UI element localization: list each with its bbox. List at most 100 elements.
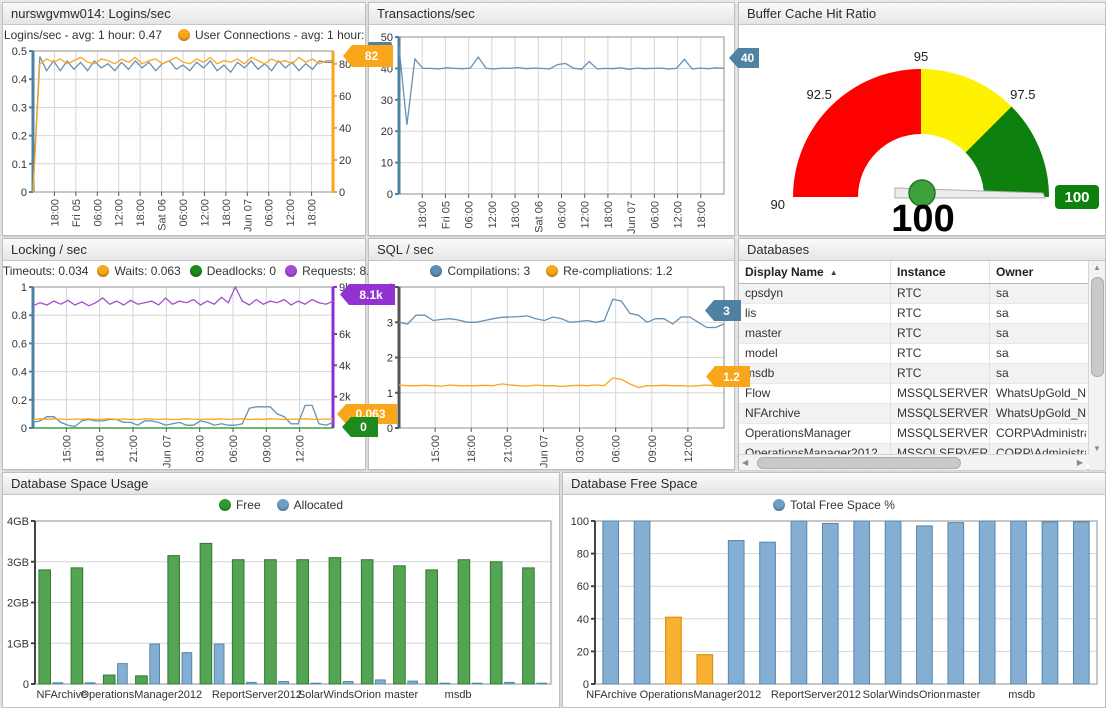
bar-allocated[interactable] [536, 682, 547, 685]
bar-allocated[interactable] [246, 681, 257, 685]
scroll-right-icon[interactable]: ▶ [1076, 458, 1083, 467]
bar-allocated[interactable] [149, 643, 160, 685]
column-header-owner[interactable]: Owner [996, 265, 1034, 279]
table-cell: sa [996, 286, 1009, 300]
scroll-left-icon[interactable]: ◀ [742, 458, 749, 467]
bar-free[interactable] [328, 557, 342, 685]
locking-chart[interactable]: 0 0.2 0.4 0.6 0.8 1 2k 4k 6k 9k 15:00 18:00 21:00 Jun… [3, 281, 365, 470]
svg-text:60: 60 [339, 91, 351, 103]
logins-chart[interactable]: 0 0.1 0.2 0.3 0.4 0.5 0 20 40 60 80 18:00 Fri 05 06:0… [3, 45, 365, 234]
x-label: SolarWindsOrion [298, 689, 381, 701]
legend-item[interactable]: Total Free Space % [773, 498, 895, 512]
vertical-scroll-thumb[interactable] [1091, 277, 1104, 377]
scroll-down-icon[interactable]: ▼ [1093, 444, 1101, 453]
svg-text:40: 40 [339, 123, 351, 135]
panel-locking: Locking / sec Timeouts: 0.034 Waits: 0.06… [0, 238, 382, 470]
space-usage-chart[interactable]: 0 1GB 2GB 3GB 4GB NFArchive OperationsManager2… [3, 515, 559, 706]
bar-normal[interactable] [947, 522, 965, 685]
bar-allocated[interactable] [52, 682, 64, 685]
table-row[interactable]: lis RTC sa [739, 304, 1105, 324]
bar-normal[interactable] [759, 541, 776, 685]
bar-allocated[interactable] [439, 682, 451, 685]
bar-normal[interactable] [790, 520, 808, 685]
bar-free[interactable] [522, 567, 535, 685]
bar-allocated[interactable] [181, 652, 193, 685]
bar-free[interactable] [489, 561, 503, 685]
bar-normal[interactable] [978, 520, 996, 685]
table-row[interactable]: msdb RTC sa [739, 364, 1105, 384]
svg-text:12:00: 12:00 [114, 199, 126, 227]
svg-text:18:00: 18:00 [696, 201, 708, 229]
bar-free[interactable] [231, 559, 245, 685]
scroll-up-icon[interactable]: ▲ [1093, 263, 1101, 272]
x-label: NFArchive [36, 689, 87, 701]
bar-normal[interactable] [727, 540, 745, 685]
bar-free[interactable] [264, 559, 277, 685]
bar-free[interactable] [457, 559, 471, 685]
legend-item[interactable]: Requests: 8.1k [285, 264, 382, 278]
bar-warning[interactable] [696, 654, 714, 685]
bar-normal[interactable] [1041, 521, 1059, 685]
bar-free[interactable] [70, 567, 84, 685]
table-row[interactable]: master RTC sa [739, 324, 1105, 344]
bar-free[interactable] [199, 542, 213, 685]
bar-normal[interactable] [884, 520, 902, 685]
horizontal-scrollbar[interactable]: ◀ ▶ [739, 454, 1087, 470]
free-space-chart[interactable]: 0 20 40 60 80 100 NFArchive OperationsManager20… [563, 515, 1105, 706]
bar-free[interactable] [135, 675, 148, 685]
transactions-chart[interactable]: 0 10 20 30 40 50 18:00 Fri 05 06:00 12:00 18:00 Sat… [369, 25, 734, 234]
legend-item[interactable]: Waits: 0.063 [97, 264, 181, 278]
gauge-segment [921, 69, 1012, 153]
svg-text:0.2: 0.2 [12, 395, 27, 407]
bar-allocated[interactable] [310, 682, 322, 685]
legend-item[interactable]: Logins/sec - avg: 1 hour: 0.47 [0, 28, 162, 42]
bar-allocated[interactable] [117, 663, 128, 685]
bar-normal[interactable] [633, 520, 651, 685]
bar-allocated[interactable] [342, 681, 354, 685]
bar-allocated[interactable] [471, 682, 483, 685]
bar-allocated[interactable] [213, 643, 225, 685]
svg-text:18:00: 18:00 [135, 199, 147, 227]
bar-free[interactable] [360, 559, 374, 685]
bar-normal[interactable] [1072, 521, 1090, 685]
bar-normal[interactable] [853, 520, 871, 685]
legend-item[interactable]: Re-compliations: 1.2 [546, 264, 673, 278]
bar-free[interactable] [38, 569, 51, 685]
bar-allocated[interactable] [375, 679, 386, 685]
svg-text:12:00: 12:00 [295, 435, 307, 463]
bar-warning[interactable] [665, 616, 682, 685]
horizontal-scroll-thumb[interactable] [757, 457, 961, 469]
legend-label: Compilations: 3 [447, 264, 531, 278]
legend-item[interactable]: User Connections - avg: 1 hour: 82 [178, 28, 381, 42]
bar-allocated[interactable] [278, 681, 289, 685]
bar-normal[interactable] [1010, 520, 1027, 685]
legend-item[interactable]: Compilations: 3 [430, 264, 530, 278]
bar-free[interactable] [167, 555, 180, 685]
bar-free[interactable] [102, 674, 116, 685]
table-row[interactable]: cpsdyn RTC sa [739, 284, 1105, 304]
bar-allocated[interactable] [84, 682, 96, 685]
legend-item[interactable]: Allocated [276, 498, 343, 512]
vertical-scrollbar[interactable]: ▲ ▼ [1088, 261, 1105, 455]
legend-item[interactable]: Deadlocks: 0 [189, 264, 276, 278]
legend-item[interactable]: Free [218, 498, 261, 512]
bar-allocated[interactable] [407, 680, 418, 685]
table-row[interactable]: model RTC sa [739, 344, 1105, 364]
buffer-cache-gauge[interactable]: 90 92.5 95 97.5 100 100 [739, 25, 1105, 234]
bar-normal[interactable] [602, 520, 620, 685]
column-header-display-name[interactable]: Display Name ▲ [739, 261, 891, 283]
bar-normal[interactable] [916, 525, 933, 685]
panel-free-space-title: Database Free Space [563, 473, 1105, 495]
bar-free[interactable] [393, 565, 406, 685]
bar-free[interactable] [296, 559, 309, 685]
gauge-segment [793, 69, 921, 197]
bar-normal[interactable] [821, 522, 839, 685]
bar-free[interactable] [425, 569, 438, 685]
bar-allocated[interactable] [504, 681, 515, 685]
column-header-instance[interactable]: Instance [891, 261, 990, 283]
table-row[interactable]: OperationsManager MSSQLSERVER CORP\Adminis… [739, 424, 1105, 444]
legend-item[interactable]: Timeouts: 0.034 [0, 264, 89, 278]
